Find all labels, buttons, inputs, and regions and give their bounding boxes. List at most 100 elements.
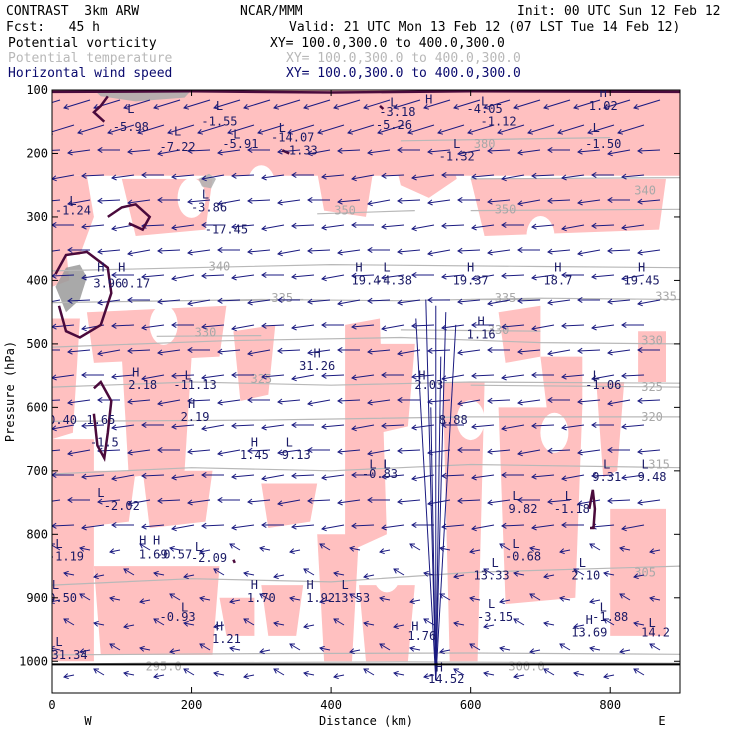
- wind-vector: [349, 593, 361, 601]
- wind-vector-head: [397, 396, 403, 404]
- hl-marker-label: H: [638, 261, 645, 275]
- hl-marker-label: -5.91: [222, 137, 258, 151]
- wind-vector: [457, 299, 481, 303]
- wind-vector: [319, 599, 331, 603]
- wind-vector: [381, 324, 405, 330]
- wind-vector-head: [52, 522, 57, 529]
- wind-vector-head: [321, 525, 327, 532]
- east-label: E: [658, 714, 665, 728]
- wind-vector-head: [547, 248, 553, 255]
- wind-vector-head: [217, 496, 223, 504]
- wind-vector: [573, 99, 601, 109]
- wind-vector-head: [499, 645, 505, 652]
- wind-speed-shading: [233, 324, 276, 401]
- wind-vector-head: [231, 274, 237, 281]
- wind-vector-head: [607, 196, 613, 204]
- legend-pv-xy: XY= 100.0,300.0 to 400.0,300.0: [270, 36, 505, 51]
- hl-marker-label: -0.83: [362, 467, 398, 481]
- wind-vector-head: [81, 223, 87, 230]
- hl-marker-label: L: [174, 124, 181, 138]
- wind-vector-head: [169, 545, 175, 552]
- wind-vector: [633, 574, 645, 578]
- wind-vector-head: [351, 425, 357, 432]
- wind-vector: [291, 524, 315, 528]
- wind-vector-head: [547, 350, 553, 357]
- wind-vector: [607, 499, 631, 502]
- wind-vector-head: [273, 573, 279, 580]
- wind-vector-head: [633, 103, 640, 110]
- wind-vector-head: [543, 573, 549, 580]
- wind-vector-head: [111, 475, 117, 482]
- wind-vector: [111, 424, 135, 429]
- wind-vector-head: [637, 198, 643, 205]
- wind-vector-head: [471, 173, 477, 180]
- wind-vector: [153, 618, 165, 626]
- wind-vector: [469, 549, 481, 553]
- wind-vector-head: [52, 272, 57, 279]
- wind-vector-head: [247, 498, 253, 505]
- wind-vector-head: [217, 348, 223, 355]
- wind-vector: [321, 474, 345, 479]
- shading-gap: [428, 209, 457, 250]
- wind-vector-head: [201, 522, 207, 529]
- wind-vector: [441, 274, 465, 278]
- hl-marker-label: 14.52: [428, 672, 464, 686]
- wind-vector-head: [363, 573, 369, 580]
- wind-speed-shading: [373, 343, 415, 433]
- hl-marker-label: 13.33: [474, 569, 510, 583]
- wind-vector: [531, 474, 555, 478]
- wind-vector-head: [261, 174, 267, 181]
- wind-vector: [349, 649, 361, 653]
- wind-vector-head: [93, 573, 99, 580]
- hl-marker-label: 9.13: [282, 448, 311, 462]
- wind-vector: [367, 199, 391, 205]
- wind-vector-head: [291, 472, 297, 479]
- hl-marker-label: -5.98: [113, 120, 149, 134]
- wind-vector-head: [81, 473, 87, 480]
- wind-vector: [63, 99, 91, 109]
- wind-vector-head: [527, 128, 534, 135]
- wind-vector: [123, 99, 151, 109]
- wind-vector: [157, 249, 181, 252]
- wind-vector: [621, 474, 645, 479]
- wind-vector: [367, 149, 391, 154]
- wind-vector: [127, 349, 151, 352]
- wind-vector-head: [319, 645, 325, 652]
- wind-vector: [141, 274, 165, 278]
- wind-vector: [471, 374, 495, 377]
- wind-vector-head: [487, 448, 493, 455]
- wind-vector-head: [379, 643, 385, 649]
- wind-vector: [289, 643, 301, 651]
- wind-vector: [321, 274, 345, 280]
- wind-vector: [543, 574, 555, 578]
- wind-vector-head: [591, 375, 597, 382]
- wind-vector-head: [561, 373, 567, 380]
- wind-vector-head: [261, 424, 267, 431]
- x-tick-label: 0: [48, 698, 55, 712]
- wind-vector: [201, 274, 225, 277]
- wind-vector: [487, 499, 511, 504]
- wind-vector: [621, 274, 645, 280]
- wind-vector-head: [213, 568, 219, 574]
- wind-vector: [543, 622, 555, 626]
- wind-vector: [547, 299, 571, 304]
- wind-vector: [337, 299, 361, 305]
- hl-marker-label: L: [512, 489, 519, 503]
- wind-vector-head: [243, 618, 249, 624]
- wind-vector-head: [423, 103, 430, 110]
- wind-vector-head: [531, 473, 537, 480]
- wind-vector: [337, 449, 361, 453]
- wind-vector: [63, 674, 75, 678]
- wind-vector: [637, 249, 661, 254]
- wind-vector-head: [351, 374, 357, 381]
- wind-vector: [363, 622, 375, 626]
- wind-vector-fan: [435, 324, 457, 681]
- hl-marker-label: 1.65: [86, 413, 115, 427]
- wind-vector-head: [409, 543, 415, 549]
- wind-vector: [229, 599, 241, 603]
- wind-vector: [171, 424, 195, 428]
- west-label: W: [84, 714, 92, 728]
- wind-vector-head: [187, 198, 193, 205]
- wind-vector: [531, 524, 555, 529]
- wind-vector-head: [457, 349, 463, 356]
